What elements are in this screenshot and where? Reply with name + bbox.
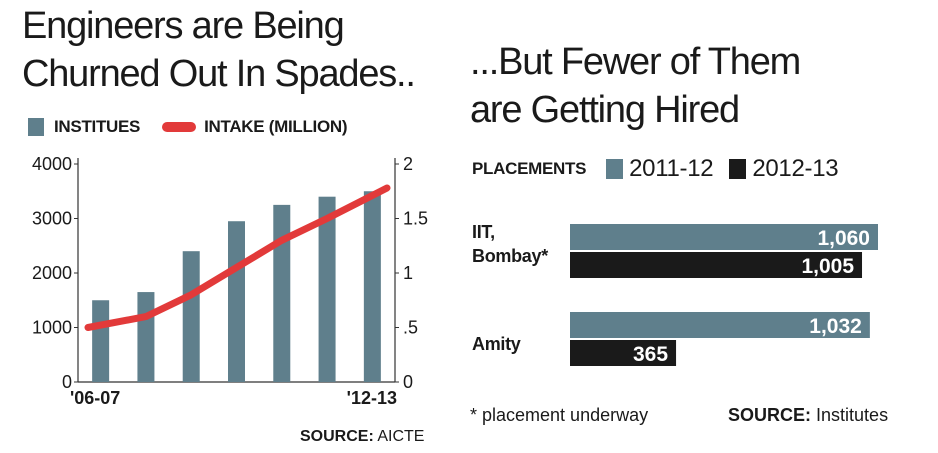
category-label: Amity <box>472 334 521 354</box>
institutes-bar <box>363 191 381 382</box>
placement-value-2011: 1,032 <box>809 315 862 338</box>
institutes-bar <box>92 300 110 382</box>
legend-2011-label: 2011-12 <box>629 155 714 182</box>
placement-bar-2011 <box>570 224 878 250</box>
right-source-value: Institutes <box>816 405 889 425</box>
x-label-end: '12-13 <box>347 388 397 408</box>
placement-footnote: * placement underway <box>470 405 649 425</box>
placement-bar-2012 <box>570 340 677 366</box>
placements-legend-title: PLACEMENTS <box>472 159 587 178</box>
right-legend: PLACEMENTS 2011-12 2012-13 <box>472 155 839 183</box>
y-right-tick-label: 2 <box>403 154 413 174</box>
y-left-tick-label: 1000 <box>32 318 72 338</box>
legend-2011-swatch <box>606 159 624 179</box>
category-label: IIT, <box>472 222 495 242</box>
placement-bar-2012 <box>570 252 863 278</box>
right-title-line2: are Getting Hired <box>470 89 740 131</box>
x-label-start: '06-07 <box>70 388 120 408</box>
left-title-line1: Engineers are Being <box>22 5 345 47</box>
institutes-bar <box>273 204 291 382</box>
y-left-tick-label: 2000 <box>32 263 72 283</box>
intake-legend-swatch <box>162 122 197 132</box>
intake-line <box>84 184 391 331</box>
right-title-line1: ...But Fewer of Them <box>470 41 801 83</box>
placement-value-2012: 1,005 <box>801 255 854 278</box>
placement-value-2012: 365 <box>633 343 668 366</box>
institutes-bar <box>182 251 200 382</box>
left-source-label: SOURCE: <box>300 428 374 445</box>
institutes-legend-label: INSTITUES <box>54 117 141 136</box>
placement-value-2011: 1,060 <box>817 227 870 250</box>
y-right-tick-label: .5 <box>403 318 418 338</box>
institutes-bar <box>318 196 336 382</box>
left-source-value: AICTE <box>377 428 425 445</box>
institutes-bar <box>228 221 245 382</box>
intake-legend-label: INTAKE (MILLION) <box>204 117 348 136</box>
y-left-tick-label: 0 <box>62 372 72 392</box>
y-right-tick-label: 1.5 <box>403 209 428 229</box>
right-source-label: SOURCE: <box>728 405 812 425</box>
y-left-tick-label: 4000 <box>32 154 72 174</box>
category-label: Bombay* <box>472 246 548 266</box>
left-source: SOURCE: AICTE <box>300 428 424 446</box>
institutes-intake-chart: 0 1000 2000 3000 4000 0 .5 1 1.5 2 '06-07 '12-13 <box>32 154 428 408</box>
placements-chart: IIT, Bombay* 1,060 1,005 Amity 1,032 365 <box>472 222 878 366</box>
left-title-line2: Churned Out In Spades.. <box>22 53 416 95</box>
legend-2012-swatch <box>729 159 747 179</box>
legend-2012-label: 2012-13 <box>752 155 839 182</box>
institutes-bar <box>137 292 155 382</box>
placement-bar-2011 <box>570 312 870 338</box>
right-source: SOURCE: Institutes <box>728 405 888 426</box>
left-legend: INSTITUES INTAKE (MILLION) <box>28 117 348 137</box>
institutes-legend-swatch <box>28 118 44 136</box>
y-right-tick-label: 1 <box>403 263 413 283</box>
y-left-tick-label: 3000 <box>32 209 72 229</box>
y-right-tick-label: 0 <box>403 372 413 392</box>
